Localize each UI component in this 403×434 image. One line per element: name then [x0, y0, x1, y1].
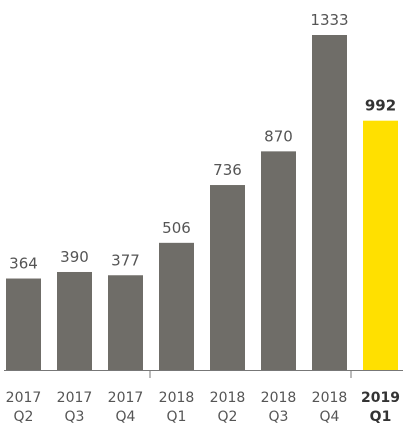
x-tick-quarter: Q4	[320, 409, 340, 425]
x-tick-quarter: Q2	[14, 409, 34, 425]
data-label: 870	[264, 127, 293, 145]
bar-2019-q1	[363, 120, 398, 370]
bar-2018-q4	[312, 35, 347, 370]
data-label: 1333	[310, 11, 348, 29]
x-tick-year: 2018	[210, 390, 246, 406]
data-label: 364	[9, 255, 38, 273]
data-label: 736	[213, 161, 242, 179]
x-tick-quarter: Q2	[218, 409, 238, 425]
data-label: 506	[162, 219, 191, 237]
data-label: 377	[111, 251, 140, 269]
x-tick-quarter: Q3	[65, 409, 85, 425]
bar-2018-q2	[210, 185, 245, 370]
x-tick-year: 2017	[57, 390, 93, 406]
bar-2017-q3	[57, 271, 92, 370]
x-tick-quarter: Q3	[269, 409, 289, 425]
bar-2017-q4	[108, 275, 143, 370]
bar-2018-q3	[261, 151, 296, 370]
data-label: 390	[60, 248, 89, 266]
x-tick-year: 2018	[312, 390, 348, 406]
x-tick-year: 2017	[108, 390, 144, 406]
bar-2018-q1	[159, 242, 194, 370]
x-tick-year: 2018	[159, 390, 195, 406]
x-tick-year: 2019	[361, 390, 400, 406]
x-tick-quarter: Q1	[370, 409, 392, 425]
x-tick-quarter: Q4	[116, 409, 136, 425]
x-tick-quarter: Q1	[167, 409, 187, 425]
x-tick-year: 2017	[6, 390, 42, 406]
bar-2017-q2	[6, 278, 41, 370]
x-tick-year: 2018	[261, 390, 297, 406]
data-label: 992	[365, 97, 396, 115]
